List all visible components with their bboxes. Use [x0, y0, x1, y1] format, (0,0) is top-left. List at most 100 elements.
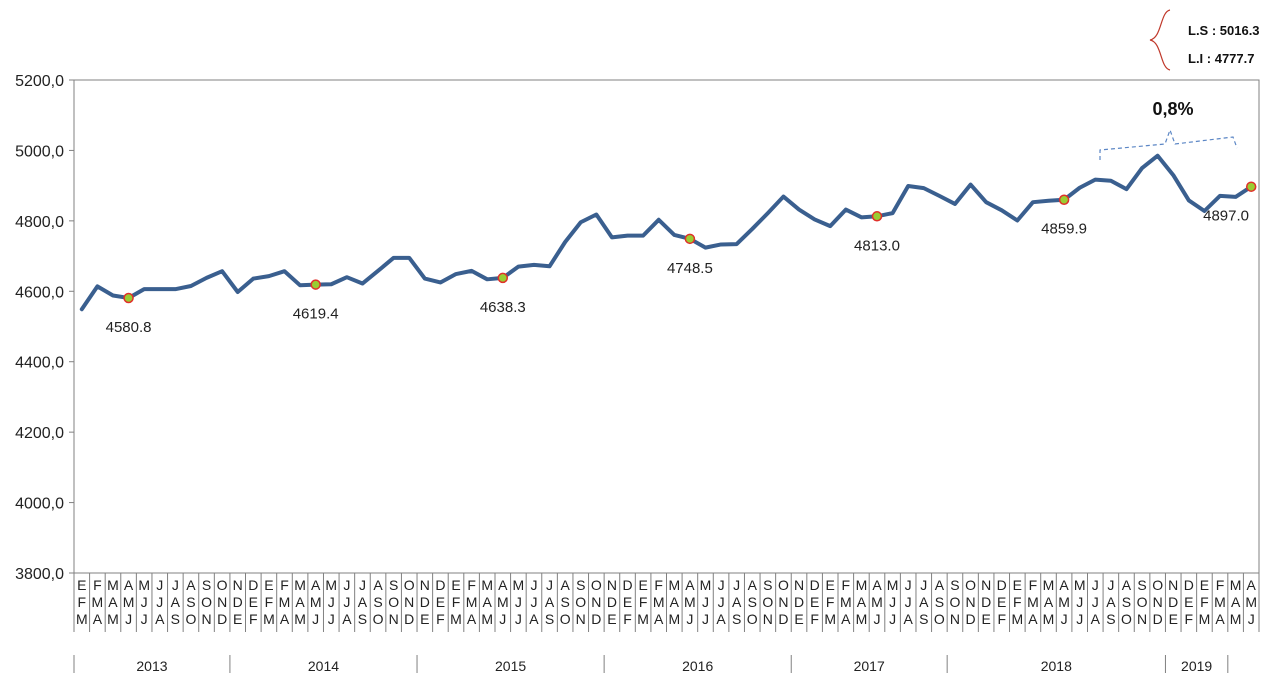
month-label: M — [1230, 611, 1242, 627]
month-label: F — [1185, 611, 1194, 627]
month-label: M — [887, 577, 899, 593]
month-label: S — [186, 594, 195, 610]
month-label: M — [481, 577, 493, 593]
month-label: J — [515, 611, 522, 627]
month-label: A — [124, 577, 134, 593]
month-label: D — [420, 594, 430, 610]
month-label: O — [591, 577, 602, 593]
month-label: J — [141, 611, 148, 627]
month-label: O — [1121, 611, 1132, 627]
month-label: J — [156, 594, 163, 610]
month-label: D — [404, 611, 414, 627]
month-label: M — [294, 611, 306, 627]
data-point — [1245, 181, 1257, 192]
month-label: J — [1107, 577, 1114, 593]
month-label: N — [1137, 611, 1147, 627]
plot-area — [73, 79, 1260, 574]
month-label: J — [889, 611, 896, 627]
month-label: J — [328, 611, 335, 627]
month-label: F — [93, 577, 102, 593]
month-label: A — [716, 611, 726, 627]
month-label: J — [718, 577, 725, 593]
month-label: M — [1027, 594, 1039, 610]
month-label: S — [202, 577, 211, 593]
month-label: D — [1168, 594, 1178, 610]
year-label: 2015 — [495, 658, 526, 673]
data-point — [497, 272, 509, 284]
month-label: S — [763, 577, 772, 593]
month-label: J — [889, 594, 896, 610]
data-label: 4859.9 — [1041, 221, 1087, 238]
month-label: M — [497, 594, 509, 610]
month-label: O — [762, 594, 773, 610]
month-label: F — [452, 594, 461, 610]
month-label: S — [389, 577, 398, 593]
month-label: A — [171, 594, 181, 610]
month-label: D — [981, 594, 991, 610]
month-label: M — [138, 577, 150, 593]
month-label: S — [935, 594, 944, 610]
month-label: E — [638, 577, 647, 593]
month-label: J — [499, 611, 506, 627]
month-label: N — [233, 577, 243, 593]
series-line — [79, 153, 1254, 312]
month-label: F — [826, 594, 835, 610]
month-label: M — [1074, 577, 1086, 593]
annotation-markers: 4580.8 4619.4 4638.3 4748.5 4813.0 4859.9 4897… — [106, 181, 1257, 336]
month-label: D — [591, 611, 601, 627]
month-label: J — [312, 611, 319, 627]
month-label: E — [607, 611, 616, 627]
month-label: A — [1044, 594, 1054, 610]
month-label: J — [530, 594, 537, 610]
month-label: O — [373, 611, 384, 627]
month-label: E — [1013, 577, 1022, 593]
month-label: J — [1076, 611, 1083, 627]
month-label: S — [171, 611, 180, 627]
month-label: O — [778, 577, 789, 593]
month-label: J — [905, 577, 912, 593]
month-label: A — [872, 577, 882, 593]
month-label: E — [249, 594, 258, 610]
month-label: J — [702, 594, 709, 610]
month-label: E — [826, 577, 835, 593]
month-label: A — [311, 577, 321, 593]
month-label: E — [264, 577, 273, 593]
month-label: J — [718, 594, 725, 610]
month-label: M — [310, 594, 322, 610]
x-axis: EFMFMAMAMAMJMJJJJAJASASOSONONDNDEDEFEFMF… — [73, 573, 1260, 673]
year-label: 2019 — [1181, 658, 1212, 673]
month-label: M — [1058, 594, 1070, 610]
data-label: 4813.0 — [854, 237, 900, 254]
data-point — [1058, 194, 1070, 205]
month-label: J — [343, 577, 350, 593]
month-label: F — [654, 577, 663, 593]
month-label: J — [702, 611, 709, 627]
month-label: A — [732, 594, 742, 610]
month-label: A — [904, 611, 914, 627]
month-label: A — [545, 594, 555, 610]
data-point — [310, 279, 321, 290]
month-label: J — [125, 611, 132, 627]
month-label: M — [513, 577, 525, 593]
month-label: M — [668, 611, 680, 627]
month-label: A — [1215, 611, 1225, 627]
month-label: N — [420, 577, 430, 593]
month-label: M — [481, 611, 493, 627]
month-label: F — [639, 594, 648, 610]
month-label: F — [997, 611, 1006, 627]
month-label: A — [919, 594, 929, 610]
data-point — [871, 211, 883, 222]
month-label: O — [201, 594, 212, 610]
month-label: M — [856, 577, 868, 593]
y-tick-label: 3800,0 — [15, 566, 64, 583]
month-label: J — [905, 594, 912, 610]
month-label: A — [467, 611, 477, 627]
y-tick-label: 4800,0 — [15, 214, 64, 231]
data-label: 4619.4 — [293, 306, 339, 323]
month-label: E — [794, 611, 803, 627]
month-label: E — [1169, 611, 1178, 627]
month-label: O — [404, 577, 415, 593]
month-label: M — [107, 611, 119, 627]
month-label: F — [1013, 594, 1022, 610]
